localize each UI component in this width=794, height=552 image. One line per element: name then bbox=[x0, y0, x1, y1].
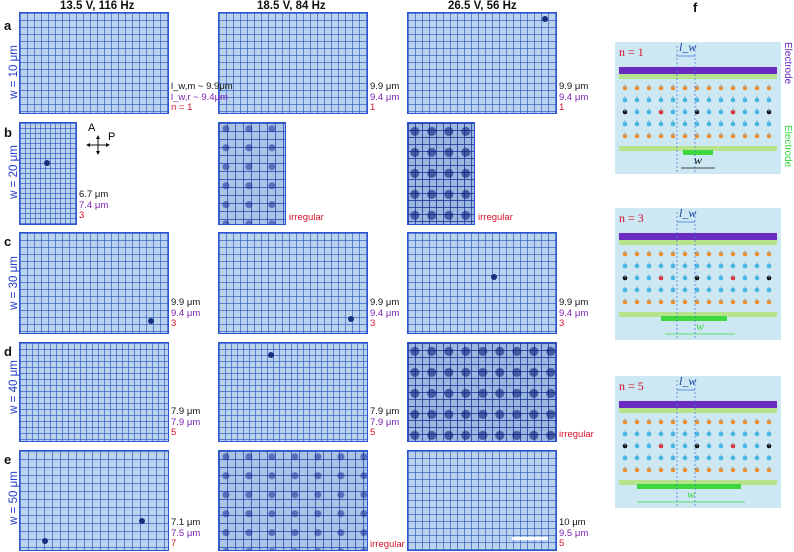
row-letter-b: b bbox=[4, 125, 12, 140]
bottom-electrode bbox=[637, 484, 741, 489]
w-label: w bbox=[687, 487, 696, 501]
n-label: n = 3 bbox=[619, 211, 644, 225]
micrograph-c2 bbox=[218, 232, 368, 334]
bottom-electrode bbox=[683, 150, 713, 155]
bottom-electrode bbox=[661, 316, 727, 321]
defect-mark bbox=[139, 518, 145, 524]
micrograph-d3 bbox=[407, 342, 557, 442]
electrode-label-bottom: Electrode bbox=[782, 125, 793, 168]
top-alignment-layer bbox=[619, 408, 777, 413]
electrode-label-top: Electrode bbox=[782, 42, 793, 85]
measure-e1: 7.1 μm 7.5 μm 7 bbox=[171, 517, 201, 549]
micrograph-b2 bbox=[218, 122, 286, 225]
w-label: w bbox=[696, 319, 705, 333]
column-header-1: 13.5 V, 116 Hz bbox=[60, 0, 135, 12]
micrograph-a1 bbox=[19, 12, 169, 114]
top-alignment-layer bbox=[619, 74, 777, 79]
micrograph-d2 bbox=[218, 342, 368, 442]
micrograph-b3 bbox=[407, 122, 475, 225]
measure-a2: 9.9 μm 9.4 μm 1 bbox=[370, 81, 400, 113]
micrograph-e3 bbox=[407, 450, 557, 551]
defect-mark bbox=[148, 318, 154, 324]
lw-label: l_w bbox=[679, 374, 697, 388]
irregular-label-d3: irregular bbox=[559, 429, 594, 440]
row-letter-e: e bbox=[4, 452, 12, 467]
top-electrode bbox=[619, 401, 777, 408]
bottom-alignment-layer bbox=[619, 312, 777, 317]
measure-b1: 6.7 μm 7.4 μm 3 bbox=[79, 189, 109, 221]
analyzer-label: A bbox=[88, 122, 96, 134]
defect-mark bbox=[42, 538, 48, 544]
n-label: n = 1 bbox=[619, 45, 644, 59]
micrograph-a2 bbox=[218, 12, 368, 114]
row-letter-a: a bbox=[4, 18, 12, 33]
column-header-2: 18.5 V, 84 Hz bbox=[257, 0, 326, 12]
micrograph-e1 bbox=[19, 450, 169, 551]
defect-mark bbox=[348, 316, 354, 322]
measure-a1: l_w,m ~ 9.9μm l_w,r ~ 9.4μm n = 1 bbox=[171, 81, 233, 113]
micrograph-c1 bbox=[19, 232, 169, 334]
row-letter-c: c bbox=[4, 234, 12, 249]
scale-bar bbox=[512, 537, 548, 540]
top-electrode bbox=[619, 67, 777, 74]
measure-a3: 9.9 μm 9.4 μm 1 bbox=[559, 81, 589, 113]
top-alignment-layer bbox=[619, 240, 777, 245]
irregular-label-b3: irregular bbox=[478, 212, 513, 223]
defect-mark bbox=[44, 160, 50, 166]
lw-label: l_w bbox=[679, 206, 697, 220]
defect-mark bbox=[542, 16, 548, 22]
bottom-alignment-layer bbox=[619, 146, 777, 151]
panel-f-label: f bbox=[693, 0, 698, 15]
w-label: w bbox=[694, 153, 703, 167]
defect-mark bbox=[268, 352, 274, 358]
measure-c1: 9.9 μm 9.4 μm 3 bbox=[171, 297, 201, 329]
micrograph-b1 bbox=[19, 122, 77, 225]
defect-mark bbox=[491, 274, 497, 280]
polarizer-label: P bbox=[108, 131, 116, 143]
irregular-label-b2: irregular bbox=[289, 212, 324, 223]
micrograph-e2 bbox=[218, 450, 368, 551]
schematic-drawing bbox=[615, 208, 781, 340]
bottom-alignment-layer bbox=[619, 480, 777, 485]
lw-label: l_w bbox=[679, 40, 697, 54]
measure-c2: 9.9 μm 9.4 μm 3 bbox=[370, 297, 400, 329]
irregular-label-e2: irregular bbox=[370, 539, 405, 550]
schematic-drawing bbox=[615, 376, 781, 508]
measure-e3: 10 μm 9.5 μm 5 bbox=[559, 517, 589, 549]
measure-d2: 7.9 μm 7.9 μm 5 bbox=[370, 406, 400, 438]
top-electrode bbox=[619, 233, 777, 240]
micrograph-c3 bbox=[407, 232, 557, 334]
column-header-3: 26.5 V, 56 Hz bbox=[448, 0, 517, 12]
measure-d1: 7.9 μm 7.9 μm 5 bbox=[171, 406, 201, 438]
n-label: n = 5 bbox=[619, 379, 644, 393]
measure-c3: 9.9 μm 9.4 μm 3 bbox=[559, 297, 589, 329]
row-letter-d: d bbox=[4, 344, 12, 359]
micrograph-d1 bbox=[19, 342, 169, 442]
polarizer-cross-icon bbox=[83, 126, 113, 156]
micrograph-a3 bbox=[407, 12, 557, 114]
schematic-drawing bbox=[615, 42, 781, 174]
